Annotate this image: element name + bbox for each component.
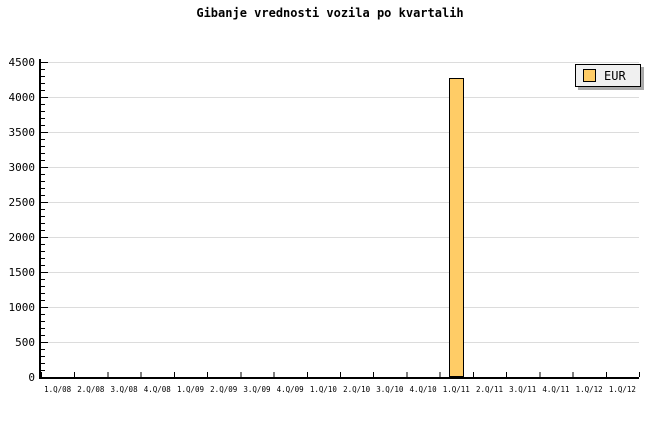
x-tick-label: 2.Q/08 xyxy=(77,385,105,394)
x-tick-label: 4.Q/10 xyxy=(409,385,437,394)
x-tick-label: 3.Q/09 xyxy=(243,385,271,394)
y-axis-major-ticks xyxy=(41,62,48,343)
x-tick-label: 2.Q/09 xyxy=(210,385,238,394)
y-tick-label: 4000 xyxy=(8,91,36,104)
x-axis-ticks xyxy=(41,372,640,377)
x-tick-label: 1.Q/08 xyxy=(44,385,72,394)
x-tick-label: 1.Q/12 xyxy=(575,385,603,394)
y-tick-label: 3500 xyxy=(8,126,36,139)
y-tick-label: 0 xyxy=(28,371,35,384)
x-tick-label: 2.Q/11 xyxy=(475,385,504,394)
x-tick-label: 1.Q/12 xyxy=(608,385,636,394)
bars-layer xyxy=(41,62,639,377)
y-tick-label: 500 xyxy=(15,336,35,349)
bar-1q11 xyxy=(448,78,464,377)
gridlines xyxy=(41,62,639,343)
y-axis-labels: 0 500 1000 1500 2000 2500 3000 3500 4000 4500 xyxy=(0,56,36,384)
plot-area xyxy=(39,59,640,379)
x-tick-label: 4.Q/09 xyxy=(276,385,304,394)
x-tick-label: 1.Q/10 xyxy=(309,385,337,394)
y-tick-label: 2000 xyxy=(8,231,36,244)
x-tick-label: 1.Q/11 xyxy=(442,385,470,394)
x-axis-labels: 1.Q/08 2.Q/08 3.Q/08 4.Q/08 1.Q/09 2.Q/09 3.Q/… xyxy=(41,385,639,397)
legend: EUR xyxy=(575,64,641,87)
y-tick-label: 3000 xyxy=(8,161,36,174)
x-tick-label: 4.Q/08 xyxy=(143,385,171,394)
x-tick-label: 2.Q/10 xyxy=(343,385,371,394)
legend-label: EUR xyxy=(604,68,626,83)
y-tick-label: 2500 xyxy=(8,196,36,209)
y-tick-label: 1500 xyxy=(8,266,36,279)
y-tick-label: 1000 xyxy=(8,301,36,314)
y-tick-label: 4500 xyxy=(8,56,36,69)
x-tick-label: 3.Q/11 xyxy=(509,385,537,394)
chart-title: Gibanje vrednosti vozila po kvartalih xyxy=(196,6,464,20)
x-tick-label: 1.Q/09 xyxy=(176,385,205,394)
x-tick-label: 4.Q/11 xyxy=(542,385,570,394)
x-tick-label: 3.Q/08 xyxy=(110,385,138,394)
x-tick-label: 3.Q/10 xyxy=(376,385,404,394)
legend-swatch xyxy=(583,69,596,82)
